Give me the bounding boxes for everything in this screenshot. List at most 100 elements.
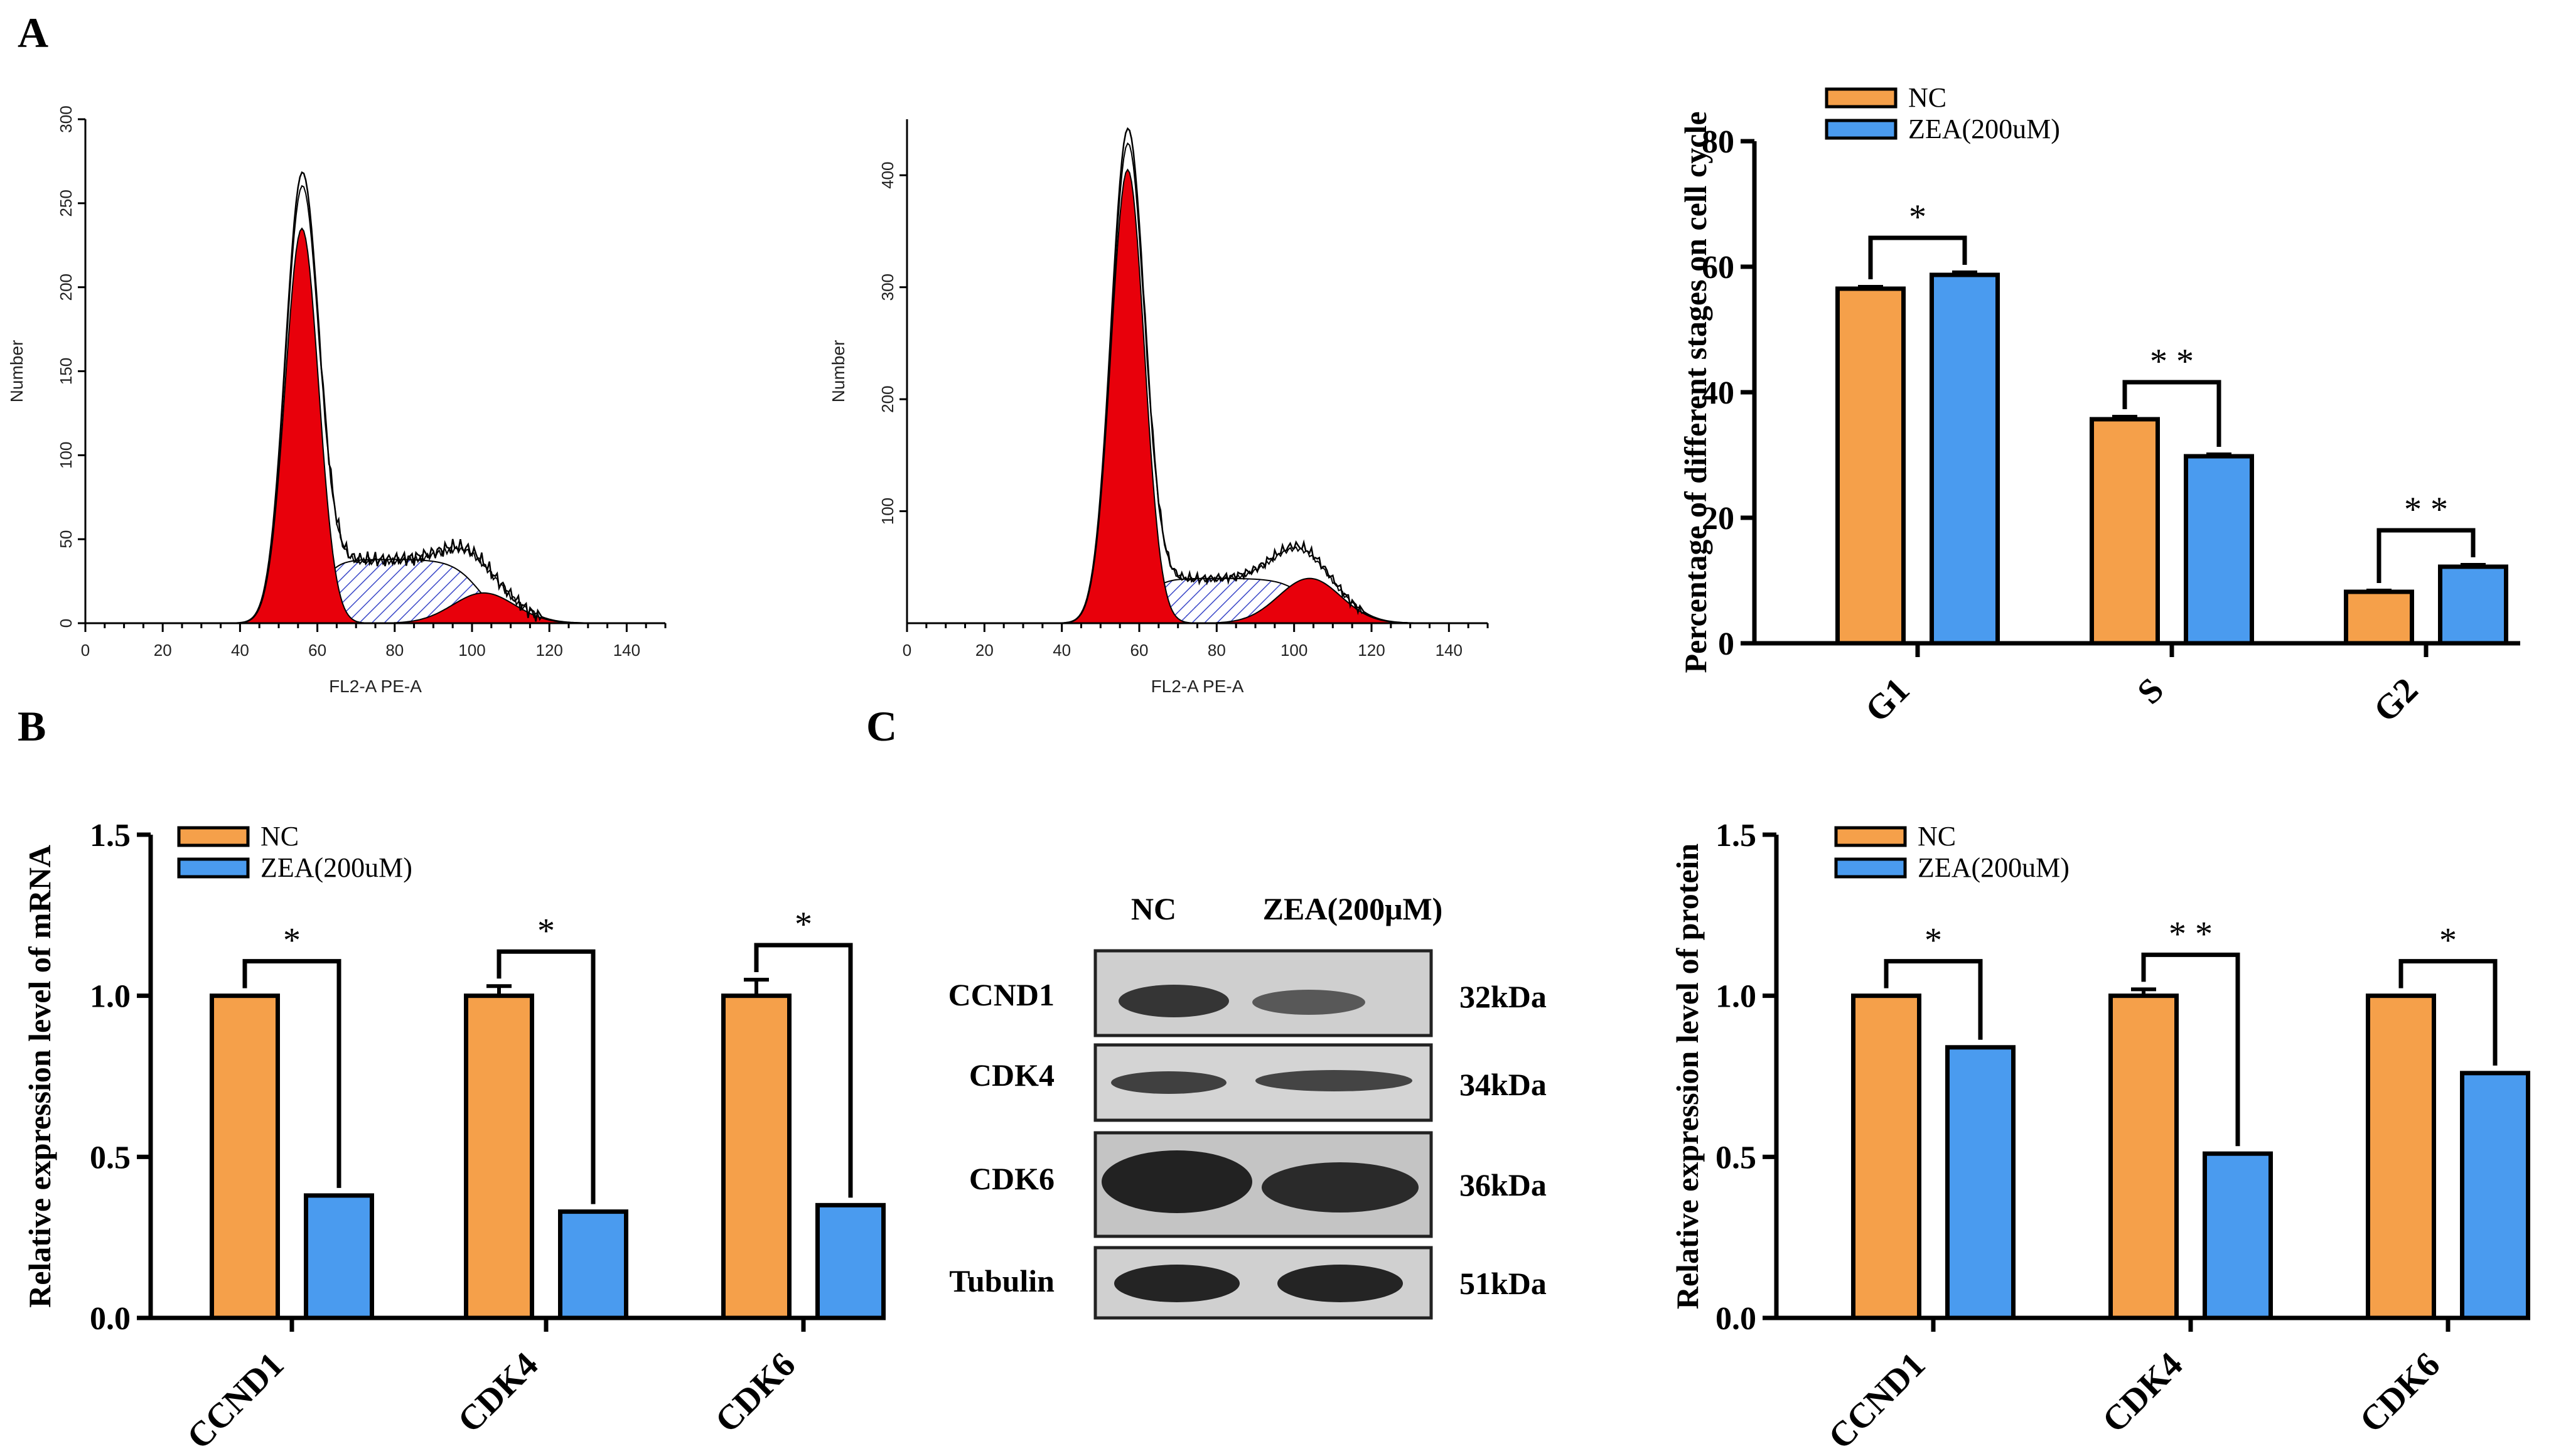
significance-bracket (497, 949, 596, 1204)
y-tick-label: 20 (1702, 501, 1734, 537)
bar-nc (721, 993, 792, 1320)
histogram-zea: FL2-A PE-A Number 0 20 40 60 80 100 120 140 100 2… (829, 119, 1489, 696)
legend-label: NC (1918, 821, 1956, 852)
western-row-tubulin: Tubulin 51kDa (949, 1246, 1547, 1320)
bar-zea (815, 1202, 886, 1320)
category-label: S (2130, 670, 2171, 712)
mrna-bar-chart: 0.0 0.5 1.0 1.5 Relative expression level of… (22, 818, 886, 1456)
western-kda-label: 34kDa (1459, 1067, 1547, 1102)
bar-nc (464, 993, 534, 1320)
bar-zea (558, 1209, 628, 1320)
legend-label: NC (1908, 82, 1946, 113)
legend-swatch-zea (1834, 857, 1907, 879)
x-tick-label: 120 (536, 641, 563, 660)
histogram-envelope-fit (201, 185, 608, 624)
y-tick-label: 300 (878, 274, 897, 301)
bar-zea (2203, 1151, 2273, 1320)
significance-bracket (242, 959, 341, 1188)
significance-label: * (2439, 921, 2457, 960)
y-tick-label: 0 (56, 619, 75, 628)
histogram-envelope-fit (1023, 142, 1430, 624)
y-tick-label: 60 (1702, 250, 1734, 286)
histogram-zea-ylabel: Number (829, 340, 848, 403)
blot-band-zea (1262, 1162, 1419, 1212)
x-tick-label: 20 (154, 641, 172, 660)
y-tick-label: 100 (56, 442, 75, 469)
bar-nc (2366, 993, 2436, 1320)
western-kda-label: 51kDa (1459, 1266, 1547, 1301)
y-axis-label: Percentage of different stages on cell c… (1678, 111, 1713, 673)
y-tick-label: 0.5 (1715, 1140, 1756, 1175)
legend-swatch-zea (1825, 119, 1898, 140)
y-tick-label: 300 (56, 105, 75, 132)
y-tick-label: 150 (56, 358, 75, 385)
western-row-cdk4: CDK4 34kDa (969, 1043, 1547, 1122)
x-tick-label: 120 (1358, 641, 1385, 660)
blot-band-nc (1119, 985, 1229, 1017)
legend-swatch-nc (1825, 87, 1898, 109)
bar-zea (304, 1193, 374, 1320)
significance-label: * * (2150, 342, 2194, 381)
histogram-nc-ylabel: Number (7, 340, 26, 403)
panel-label-a: A (18, 9, 48, 56)
x-tick-label: 100 (458, 641, 485, 660)
western-protein-label: Tubulin (949, 1263, 1055, 1298)
y-tick-label: 1.5 (1715, 818, 1756, 854)
bar-nc (1835, 286, 1906, 646)
x-tick-label: 40 (231, 641, 249, 660)
significance-label: * * (2169, 914, 2213, 953)
bar-nc (2090, 417, 2160, 646)
y-axis-label: Relative expression level of protein (1670, 843, 1705, 1310)
y-tick-label: 200 (56, 274, 75, 301)
western-protein-label: CCND1 (948, 977, 1055, 1012)
x-tick-label: 60 (308, 641, 326, 660)
significance-bracket (1884, 959, 1983, 1040)
significance-label: * (283, 921, 301, 960)
western-blot: NC ZEA(200μM) CCND1 32kDa CDK4 34kDa CDK… (948, 891, 1547, 1320)
histogram-nc-xlabel: FL2-A PE-A (329, 677, 422, 696)
bar-nc (210, 993, 280, 1320)
x-tick-label: 0 (81, 641, 90, 660)
y-tick-label: 40 (1702, 375, 1734, 411)
g1-peak-area (1061, 168, 1195, 624)
legend-swatch-nc (1834, 826, 1907, 847)
histogram-nc: FL2-A PE-A Number 0 20 40 60 80 100 120 140 0 50 1… (7, 105, 667, 696)
bar-zea (2184, 454, 2254, 646)
y-tick-label: 400 (878, 162, 897, 189)
panel-label-c: C (866, 702, 897, 750)
legend-label: ZEA(200uM) (1908, 114, 2060, 144)
bar-nc (2108, 993, 2179, 1320)
western-col-zea: ZEA(200μM) (1263, 891, 1443, 926)
western-row-ccnd1: CCND1 32kDa (948, 949, 1547, 1037)
y-tick-label: 0.0 (90, 1301, 131, 1337)
category-label: CCND1 (180, 1345, 291, 1456)
panel-label-b: B (18, 702, 46, 750)
western-protein-label: CDK6 (969, 1161, 1055, 1196)
significance-label: * (795, 905, 812, 944)
category-label: CDK6 (708, 1345, 803, 1440)
significance-label: * (1909, 198, 1926, 237)
significance-label: * (537, 911, 555, 950)
y-axis-label: Relative expression level of mRNA (22, 845, 57, 1308)
x-tick-label: 80 (1208, 641, 1226, 660)
significance-label: * (1925, 921, 1942, 960)
x-tick-label: 80 (385, 641, 404, 660)
x-tick-label: 0 (903, 641, 911, 660)
significance-bracket (2141, 952, 2240, 1147)
legend-label: ZEA(200uM) (260, 852, 412, 883)
y-tick-label: 250 (56, 190, 75, 217)
significance-bracket (1868, 235, 1967, 279)
bar-zea (1945, 1045, 2016, 1320)
significance-bracket (2398, 959, 2498, 1066)
bar-nc (1851, 993, 1921, 1320)
blot-band-zea (1252, 990, 1365, 1015)
y-tick-label: 1.0 (1715, 979, 1756, 1015)
x-tick-label: 40 (1053, 641, 1071, 660)
western-kda-label: 32kDa (1459, 979, 1547, 1014)
y-tick-label: 80 (1702, 124, 1734, 160)
category-label: G2 (2366, 670, 2425, 729)
category-label: CDK6 (2353, 1345, 2448, 1440)
western-col-nc: NC (1131, 891, 1176, 926)
y-tick-label: 200 (878, 385, 897, 412)
x-tick-label: 60 (1130, 641, 1149, 660)
